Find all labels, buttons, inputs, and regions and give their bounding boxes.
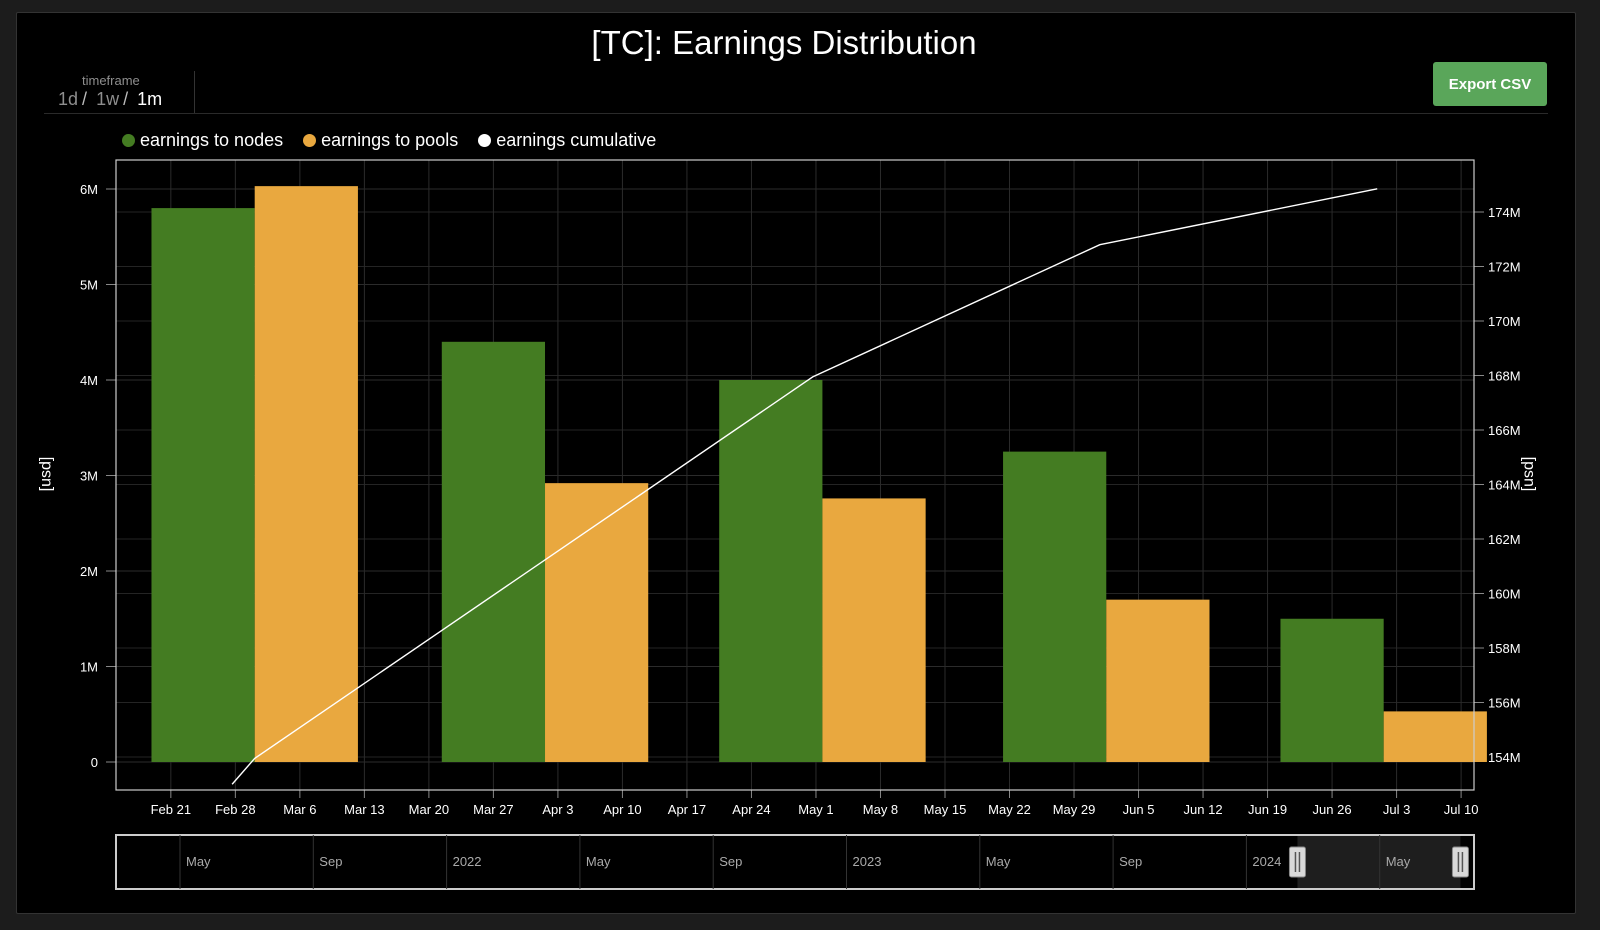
x-tick-label: Jun 12: [1184, 802, 1223, 817]
navigator-label: May: [1386, 854, 1411, 869]
navigator-label: 2024: [1252, 854, 1281, 869]
bar-pools: [1383, 711, 1487, 762]
y2-tick-label: 158M: [1488, 641, 1521, 656]
x-tick-label: Mar 27: [473, 802, 513, 817]
navigator-label: Sep: [1119, 854, 1142, 869]
chart-title: [TC]: Earnings Distribution: [591, 24, 977, 61]
y-tick-label: 3M: [80, 469, 98, 484]
y2-tick-label: 166M: [1488, 423, 1521, 438]
x-tick-label: Apr 17: [668, 802, 706, 817]
plot-frame: [115, 159, 1475, 791]
x-tick-label: Jun 19: [1248, 802, 1287, 817]
timeframe-option-1d[interactable]: 1d: [58, 89, 79, 109]
x-tick-label: May 29: [1053, 802, 1096, 817]
legend-item-pools[interactable]: earnings to pools: [303, 130, 458, 151]
y2-tick-label: 174M: [1488, 205, 1521, 220]
bar-nodes: [719, 380, 823, 762]
y2-tick-label: 156M: [1488, 696, 1521, 711]
navigator-handle-right[interactable]: [1451, 846, 1469, 878]
x-tick-label: May 8: [863, 802, 898, 817]
navigator-label: 2023: [853, 854, 882, 869]
x-tick-label: May 15: [924, 802, 967, 817]
y-tick-label: 2M: [80, 564, 98, 579]
line-cumulative: [231, 188, 1378, 785]
x-tick-label: Mar 13: [344, 802, 384, 817]
x-tick-label: Apr 3: [542, 802, 573, 817]
x-tick-label: Apr 10: [603, 802, 641, 817]
timeframe-options: 1d/ 1w/ 1m: [58, 89, 162, 110]
timeframe-separator: /: [82, 89, 88, 109]
y2-tick-label: 164M: [1488, 478, 1521, 493]
header-divider: [44, 113, 1548, 114]
legend-label-pools: earnings to pools: [321, 130, 459, 150]
export-csv-button[interactable]: Export CSV: [1433, 62, 1547, 106]
bar-nodes: [1280, 618, 1384, 762]
x-tick-label: Mar 20: [409, 802, 449, 817]
navigator-frame: [115, 834, 1475, 890]
y2-tick-label: 160M: [1488, 587, 1521, 602]
bar-pools: [1106, 599, 1210, 762]
navigator-label: Sep: [719, 854, 742, 869]
y2-tick-label: 168M: [1488, 369, 1521, 384]
x-tick-label: Feb 21: [151, 802, 191, 817]
x-tick-label: May 22: [988, 802, 1031, 817]
x-tick-label: Jul 10: [1444, 802, 1479, 817]
y-tick-label: 4M: [80, 373, 98, 388]
x-tick-label: Jul 3: [1383, 802, 1410, 817]
y2-tick-label: 172M: [1488, 260, 1521, 275]
navigator-label: May: [986, 854, 1011, 869]
bar-pools: [545, 483, 649, 762]
navigator-label: May: [586, 854, 611, 869]
timeframe-selector: timeframe 1d/ 1w/ 1m: [58, 71, 195, 113]
timeframe-separator: /: [123, 89, 129, 109]
timeframe-option-1m[interactable]: 1m: [137, 89, 163, 109]
timeframe-label: timeframe: [82, 73, 140, 88]
x-tick-label: May 1: [798, 802, 833, 817]
y2-tick-label: 154M: [1488, 750, 1521, 765]
y-tick-label: 6M: [80, 182, 98, 197]
timeframe-option-1w[interactable]: 1w: [96, 89, 120, 109]
navigator-label: Sep: [319, 854, 342, 869]
x-tick-label: Jun 26: [1313, 802, 1352, 817]
navigator-label: May: [186, 854, 211, 869]
y-tick-label: 5M: [80, 278, 98, 293]
legend-label-nodes: earnings to nodes: [140, 130, 284, 150]
bar-pools: [254, 186, 358, 762]
legend-dot-pools: [303, 134, 317, 147]
y-tick-label: 1M: [80, 660, 98, 675]
legend-label-cumulative: earnings cumulative: [496, 130, 657, 150]
x-tick-label: Jun 5: [1123, 802, 1155, 817]
x-tick-label: Feb 28: [215, 802, 255, 817]
y-tick-label: 0: [91, 755, 98, 770]
bar-nodes: [1003, 451, 1107, 762]
bar-nodes: [151, 208, 255, 763]
bar-pools: [822, 498, 926, 762]
y2-tick-label: 162M: [1488, 532, 1521, 547]
legend-dot-nodes: [122, 134, 135, 147]
chart-legend: earnings to nodes earnings to pools earn…: [122, 130, 656, 151]
bar-nodes: [441, 341, 546, 762]
navigator-handle-left[interactable]: [1288, 846, 1306, 878]
x-tick-label: Mar 6: [283, 802, 316, 817]
legend-dot-cumulative: [478, 134, 492, 147]
legend-item-cumulative[interactable]: earnings cumulative: [478, 130, 656, 151]
navigator-selection: [1297, 836, 1461, 888]
navigator-label: 2022: [453, 854, 482, 869]
legend-item-nodes[interactable]: earnings to nodes: [122, 130, 283, 151]
y2-tick-label: 170M: [1488, 314, 1521, 329]
x-tick-label: Apr 24: [732, 802, 770, 817]
